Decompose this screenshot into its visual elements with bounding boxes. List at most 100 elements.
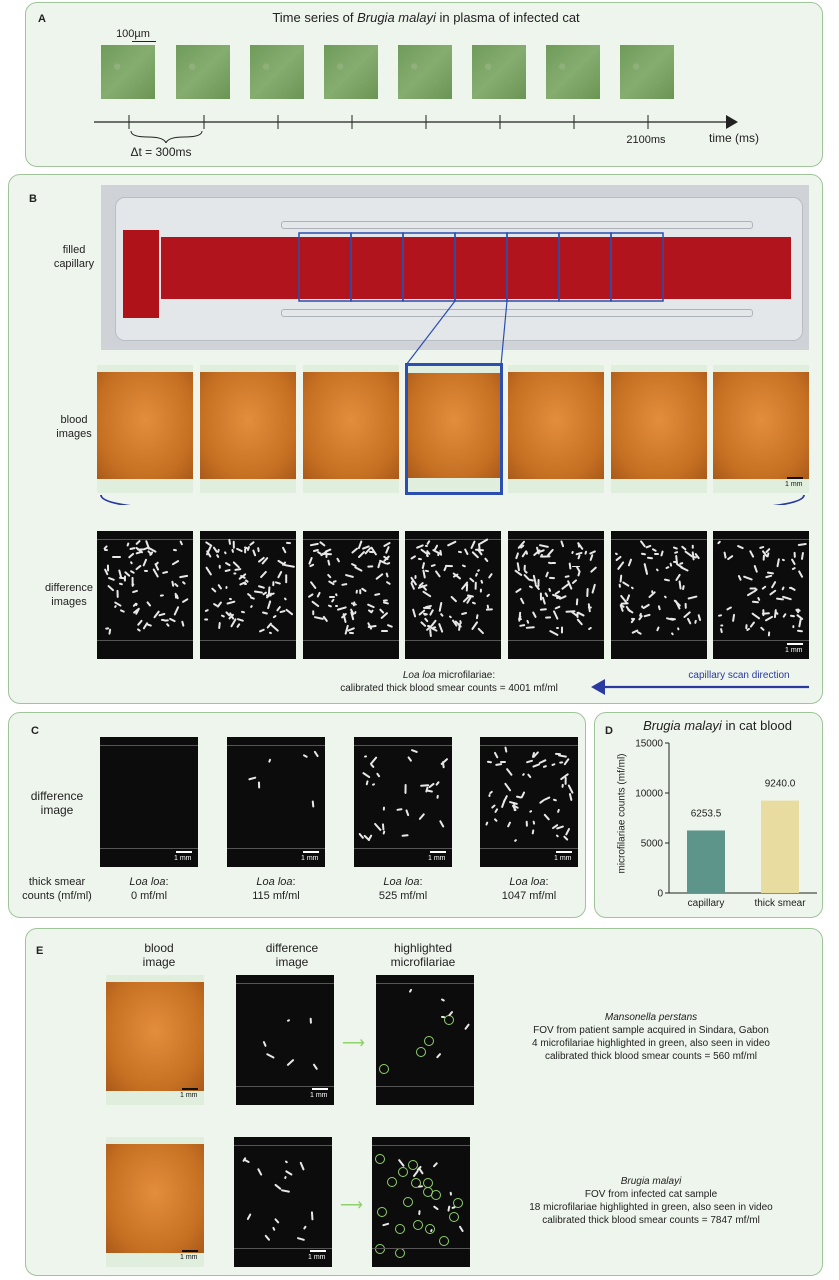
capillary-channel — [161, 237, 791, 299]
species: Loa loa — [383, 876, 420, 888]
blood-image-3 — [303, 365, 399, 493]
scale-label: 1 mm — [180, 1092, 198, 1099]
count-525: Loa loa: 525 mf/ml — [354, 875, 452, 903]
e2-highlighted — [372, 1137, 470, 1267]
bar-chart: 0 5000 10000 15000 6253.5 capillary 9240.0 thic… — [635, 739, 817, 909]
col-highlighted: highlighted microfilariae — [368, 941, 478, 969]
e2-description: Brugia malayi FOV from infected cat samp… — [486, 1175, 816, 1227]
count-1047: Loa loa: 1047 mf/ml — [480, 875, 578, 903]
capillary-rail-top — [281, 221, 753, 229]
frame-8 — [620, 45, 674, 99]
diff-525: 1 mm — [354, 737, 452, 867]
e2-blood-image: 1 mm — [106, 1137, 204, 1267]
capillary-photo — [101, 185, 809, 350]
scale-bar — [556, 851, 572, 853]
panel-a-title: Time series of Brugia malayi in plasma o… — [146, 11, 706, 25]
panel-a-label: A — [38, 13, 46, 25]
y-tick-label: 5000 — [641, 839, 664, 850]
line-2: 18 microfilariae highlighted in green, a… — [529, 1202, 773, 1213]
blood-image-7: 1 mm — [713, 365, 809, 493]
title-species: Brugia malayi — [357, 10, 436, 25]
caption-line-1: microfilariae: — [435, 670, 496, 681]
caption-line-2: calibrated thick blood smear counts = 40… — [340, 683, 558, 694]
title-species: Brugia malayi — [643, 718, 722, 733]
label-line-1: difference — [44, 582, 94, 594]
panel-d-label: D — [605, 725, 613, 737]
species: Loa loa — [129, 876, 166, 888]
axis-label: time (ms) — [709, 131, 759, 145]
value: 525 mf/ml — [378, 890, 428, 902]
panel-d-title: Brugia malayi in cat blood — [615, 719, 820, 733]
title-pre: Time series of — [272, 10, 358, 25]
scale-bar — [312, 1088, 328, 1090]
title-post: in cat blood — [721, 718, 792, 733]
filled-capillary-label: filled capillary — [39, 243, 109, 271]
bar-value-label: 6253.5 — [691, 808, 722, 819]
value: 0 mf/ml — [130, 890, 168, 902]
panel-e: E blood image difference image highlight… — [25, 928, 823, 1276]
scale-label: 1 mm — [301, 855, 319, 862]
e1-description: Mansonella perstans FOV from patient sam… — [486, 1011, 816, 1063]
loa-caption: Loa loa microfilariae: calibrated thick … — [289, 669, 609, 695]
difference-image-4 — [405, 531, 501, 659]
highlight-circles — [379, 1015, 454, 1074]
scale-bar — [787, 477, 803, 479]
diff-0: 1 mm — [100, 737, 198, 867]
scale-bar — [430, 851, 446, 853]
frame-5 — [398, 45, 452, 99]
x-tick-label: thick smear — [754, 898, 806, 909]
scan-boxes — [100, 232, 805, 505]
scale-label: 1 mm — [785, 481, 803, 488]
line-3: calibrated thick blood smear counts = 56… — [544, 1051, 758, 1062]
line-2: 4 microfilariae highlighted in green, al… — [532, 1038, 770, 1049]
panel-c: C difference image thick smear counts (m… — [8, 712, 586, 918]
scale-label: 1 mm — [554, 855, 572, 862]
label-line-2: counts (mf/ml) — [22, 890, 92, 902]
frame-2 — [176, 45, 230, 99]
diff-115: 1 mm — [227, 737, 325, 867]
scale-bar — [310, 1250, 326, 1252]
e2-difference-image: 1 mm — [234, 1137, 332, 1267]
diff-1047: 1 mm — [480, 737, 578, 867]
label-line-2: image — [40, 803, 74, 817]
e2-arrow: ⟶ — [340, 1197, 363, 1214]
label-line-2: images — [51, 596, 87, 608]
e1-blood-image: 1 mm — [106, 975, 204, 1105]
scale-label: 1 mm — [428, 855, 446, 862]
blood-images-label: blood images — [39, 413, 109, 441]
panel-c-label: C — [31, 725, 39, 737]
difference-image-1 — [97, 531, 193, 659]
species: Loa loa — [509, 876, 546, 888]
species: Loa loa — [256, 876, 293, 888]
count-115: Loa loa: 115 mf/ml — [227, 875, 325, 903]
count-0: Loa loa: 0 mf/ml — [100, 875, 198, 903]
line-1: FOV from infected cat sample — [584, 1189, 718, 1200]
scale-bar — [303, 851, 319, 853]
difference-image-2 — [200, 531, 296, 659]
label-line-2: image — [275, 955, 309, 969]
species: Brugia malayi — [620, 1176, 682, 1187]
label-line-2: images — [56, 428, 92, 440]
blood-image-6 — [611, 365, 707, 493]
difference-image-6 — [611, 531, 707, 659]
end-time: 2100ms — [626, 134, 666, 146]
bar-thick-smear — [761, 800, 799, 893]
scale-bar — [176, 851, 192, 853]
line-3: calibrated thick blood smear counts = 78… — [542, 1215, 760, 1226]
delta-t: Δt = 300ms — [130, 145, 192, 159]
label-line-2: capillary — [53, 258, 95, 270]
blood-image-1 — [97, 365, 193, 493]
e1-arrow: ⟶ — [342, 1035, 365, 1052]
scale-label: 1 mm — [180, 1254, 198, 1261]
label-line-1: blood — [144, 941, 174, 955]
scale-bar — [787, 643, 803, 645]
line-1: FOV from patient sample acquired in Sind… — [533, 1025, 769, 1036]
capillary-inlet — [123, 230, 159, 318]
col-difference-image: difference image — [244, 941, 340, 969]
e1-highlighted — [376, 975, 474, 1105]
y-tick-label: 15000 — [635, 739, 663, 750]
label-line-1: difference — [30, 789, 84, 803]
bar-value-label: 9240.0 — [765, 779, 796, 790]
scale-label: 1 mm — [785, 647, 803, 654]
x-tick-label: capillary — [688, 898, 725, 909]
